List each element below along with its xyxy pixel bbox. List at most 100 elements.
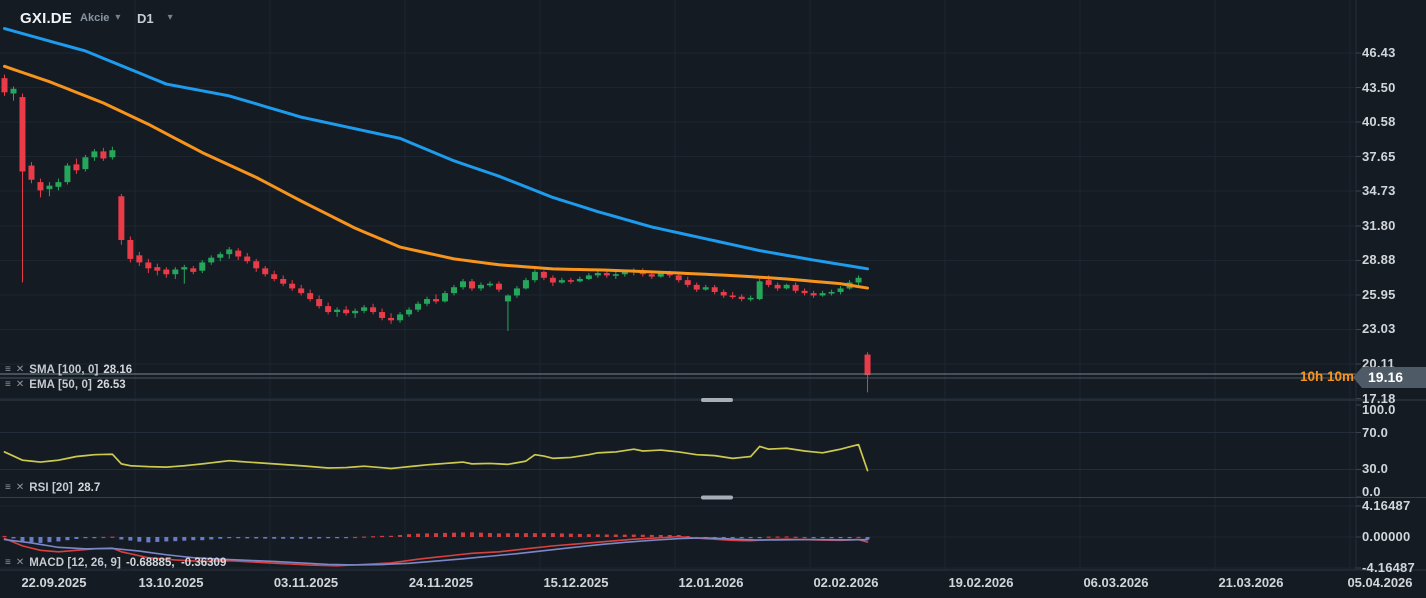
macd-histogram-bar [281,537,286,539]
bear-candle [73,164,80,171]
macd-histogram-bar [344,537,349,539]
bear-candle [810,293,817,296]
menu-icon[interactable]: ≡ [5,557,11,568]
macd-histogram-bar [83,537,88,539]
macd-histogram-bar [496,533,501,537]
macd-histogram-bar [164,537,169,542]
bull-candle [657,273,664,277]
legend-ema: ≡ ✕ EMA [50, 0] 26.53 [5,378,126,391]
bear-candle [738,296,745,300]
macd-histogram-bar [766,536,771,538]
close-icon[interactable]: ✕ [15,482,25,493]
macd-histogram-bar [559,533,564,537]
macd-histogram-bar [568,533,573,537]
macd-histogram-bar [254,537,259,539]
macd-histogram-bar [11,537,16,539]
menu-icon[interactable]: ≡ [5,379,11,390]
macd-histogram-bar [272,537,277,539]
symbol-selector[interactable]: GXI.DE Akcie ▾ [20,8,120,28]
bull-candle [55,182,62,187]
separator-drag-handle[interactable] [701,398,733,402]
sma-label: SMA [100, 0] [29,363,99,376]
close-icon[interactable]: ✕ [15,379,25,390]
axis-tick-label: -4.16487 [1362,559,1415,575]
bull-candle [46,185,53,190]
axis-tick-label: 70.0 [1362,424,1389,440]
menu-icon[interactable]: ≡ [5,482,11,493]
close-icon[interactable]: ✕ [15,364,25,375]
macd-histogram-bar [173,537,178,542]
bear-candle [729,295,736,298]
macd-histogram-bar [245,537,250,539]
bear-candle [388,317,395,321]
bear-candle [253,261,260,269]
macd-histogram-bar [155,537,160,542]
axis-tick-label: 40.58 [1362,114,1396,130]
macd-histogram-bar [550,533,555,537]
menu-icon[interactable]: ≡ [5,364,11,375]
bear-candle [648,274,655,277]
bear-candle [1,78,8,93]
bear-candle [136,255,143,263]
bear-candle [567,280,574,282]
bear-candle [271,274,278,279]
bear-candle [801,290,808,294]
bear-candle [468,281,475,289]
bear-candle [603,273,610,276]
bear-candle [684,280,691,285]
macd-histogram-bar [299,537,304,539]
macd-histogram-bar [92,537,97,539]
macd-histogram-bar [649,534,654,537]
symbol-name: GXI.DE [20,9,73,27]
macd-histogram-bar [209,537,214,540]
macd-histogram-bar [335,537,340,539]
bull-candle [783,284,790,289]
bear-candle [774,284,781,289]
macd-histogram-bar [514,533,519,537]
bear-candle [693,284,700,290]
bear-candle [316,299,323,307]
macd-histogram-bar [721,537,726,539]
bear-candle [864,354,871,376]
bull-candle [217,254,224,258]
chevron-down-icon: ▾ [167,12,173,23]
bear-candle [127,239,134,259]
bear-candle [280,278,287,284]
bear-candle [154,267,161,271]
bull-candle [504,295,511,302]
macd-histogram-bar [353,536,358,539]
bull-candle [855,277,862,283]
bull-candle [459,281,466,288]
bull-candle [64,165,71,183]
macd-histogram-bar [811,537,816,539]
date-label: 05.04.2026 [1347,575,1413,590]
bull-candle [702,287,709,290]
macd-histogram-bar [47,537,52,543]
macd-histogram-bar [622,534,627,537]
timeframe-selector[interactable]: D1 ▾ [137,8,173,28]
macd-histogram-bar [784,536,789,538]
macd-histogram-bar [856,536,861,539]
macd-histogram-bar [263,537,268,539]
date-label: 19.02.2026 [948,575,1014,590]
macd-histogram-bar [200,537,205,541]
axis-tick-label: 43.50 [1362,79,1396,95]
macd-histogram-bar [74,537,79,539]
macd-histogram-bar [56,537,61,542]
close-icon[interactable]: ✕ [15,557,25,568]
legend-macd: ≡ ✕ MACD [12, 26, 9] -0.68885, -0.36309 [5,556,226,569]
macd-histogram-bar [595,534,600,537]
separator-drag-handle[interactable] [701,495,733,500]
macd-histogram-bar [434,533,439,537]
macd-histogram-bar [865,537,870,540]
legend-sma: ≡ ✕ SMA [100, 0] 28.16 [5,363,132,376]
macd-histogram-bar [425,533,430,537]
bull-candle [451,287,457,294]
instrument-type-label: Akcie [80,12,110,24]
axis-tick-label: 0.00000 [1362,529,1411,544]
bull-candle [10,88,17,94]
bear-candle [100,151,107,159]
date-label: 12.01.2026 [678,575,744,590]
